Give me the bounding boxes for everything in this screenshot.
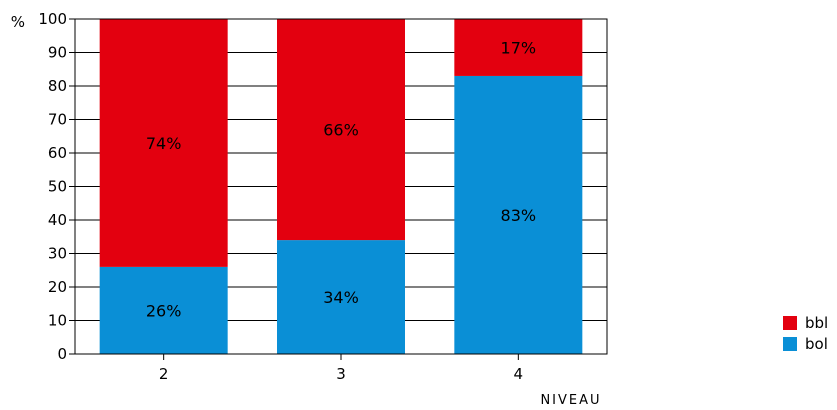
y-tick-label-20: 20: [48, 278, 67, 296]
legend-label-bol: bol: [805, 334, 828, 353]
x-tick-label-4: 4: [514, 365, 524, 383]
bar-bbl-3: [277, 19, 405, 241]
bar-bol-4: [454, 75, 583, 354]
legend-item-bol: bol: [783, 333, 828, 354]
bar-bbl-4: [454, 19, 583, 76]
x-tick-label-2: 2: [159, 365, 169, 383]
bar-bol-2: [99, 266, 228, 354]
data-labels: 26% 74% 34% 66% 83% 17%: [146, 38, 536, 320]
y-axis-label: %: [11, 13, 25, 31]
y-tick-label-50: 50: [48, 178, 67, 196]
data-label-bol-3: 34%: [323, 288, 359, 307]
y-tick-labels: 0 10 20 30 40 50 60 70 80 90 100: [38, 10, 67, 363]
legend-item-bbl: bbl: [783, 312, 828, 333]
data-label-bbl-2: 74%: [146, 134, 182, 153]
x-tick-label-3: 3: [336, 365, 346, 383]
legend-swatch-bbl: [783, 315, 797, 330]
y-tick-label-40: 40: [48, 211, 67, 229]
bar-bbl-2: [99, 19, 228, 267]
axes: [69, 18, 608, 360]
bar-bol-3: [277, 240, 405, 354]
y-tick-label-70: 70: [48, 111, 67, 129]
y-tick-label-100: 100: [38, 10, 67, 28]
legend-label-bbl: bbl: [805, 313, 829, 332]
data-label-bol-2: 26%: [146, 301, 182, 320]
x-axis-label: NIVEAU: [540, 393, 601, 408]
y-tick-label-10: 10: [48, 312, 67, 330]
data-label-bbl-4: 17%: [501, 38, 537, 57]
y-tick-label-80: 80: [48, 77, 67, 95]
data-label-bol-4: 83%: [501, 206, 537, 225]
y-tick-label-90: 90: [48, 44, 67, 62]
y-tick-label-60: 60: [48, 144, 67, 162]
bars: [99, 19, 583, 354]
legend-swatch-bol: [783, 336, 797, 351]
y-tick-label-30: 30: [48, 245, 67, 263]
legend: bbl bol: [783, 312, 828, 354]
y-tick-label-0: 0: [57, 345, 67, 363]
x-tick-labels: 2 3 4: [159, 365, 523, 383]
data-label-bbl-3: 66%: [323, 121, 359, 140]
